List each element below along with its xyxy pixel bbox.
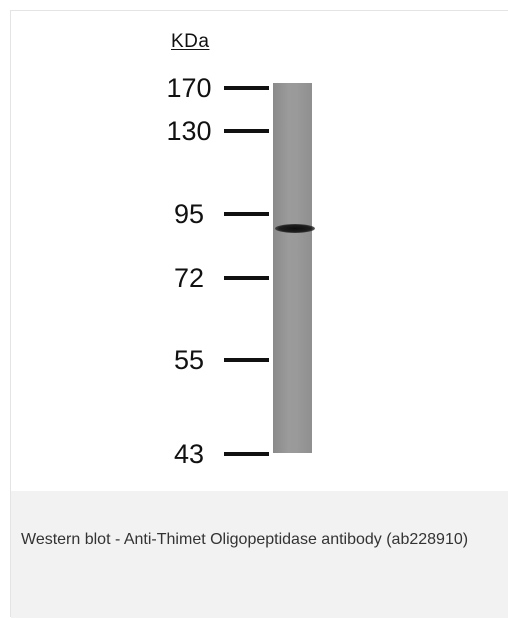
caption-area: Western blot - Anti-Thimet Oligopeptidas… (11, 491, 508, 618)
marker-tick (224, 86, 269, 90)
marker-label: 55 (173, 345, 205, 375)
marker-72: 72 (11, 263, 281, 293)
marker-label: 43 (173, 439, 205, 469)
marker-label: 170 (166, 73, 212, 103)
marker-95: 95 (11, 199, 281, 229)
marker-170: 170 (11, 73, 281, 103)
marker-tick (224, 129, 269, 133)
image-card: KDa 170 130 95 72 55 43 Western blot - (10, 10, 508, 618)
marker-tick (224, 358, 269, 362)
marker-label: 72 (173, 263, 205, 293)
marker-tick (224, 212, 269, 216)
marker-label: 130 (166, 116, 212, 146)
kda-unit-label: KDa (171, 31, 210, 52)
marker-130: 130 (11, 116, 281, 146)
blot-lane (273, 83, 312, 453)
figure-caption: Western blot - Anti-Thimet Oligopeptidas… (21, 531, 469, 548)
marker-label: 95 (173, 199, 205, 229)
protein-band (275, 224, 315, 233)
marker-43: 43 (11, 439, 281, 469)
marker-55: 55 (11, 345, 281, 375)
marker-tick (224, 452, 269, 456)
western-blot-figure: KDa 170 130 95 72 55 43 (11, 11, 508, 491)
marker-tick (224, 276, 269, 280)
